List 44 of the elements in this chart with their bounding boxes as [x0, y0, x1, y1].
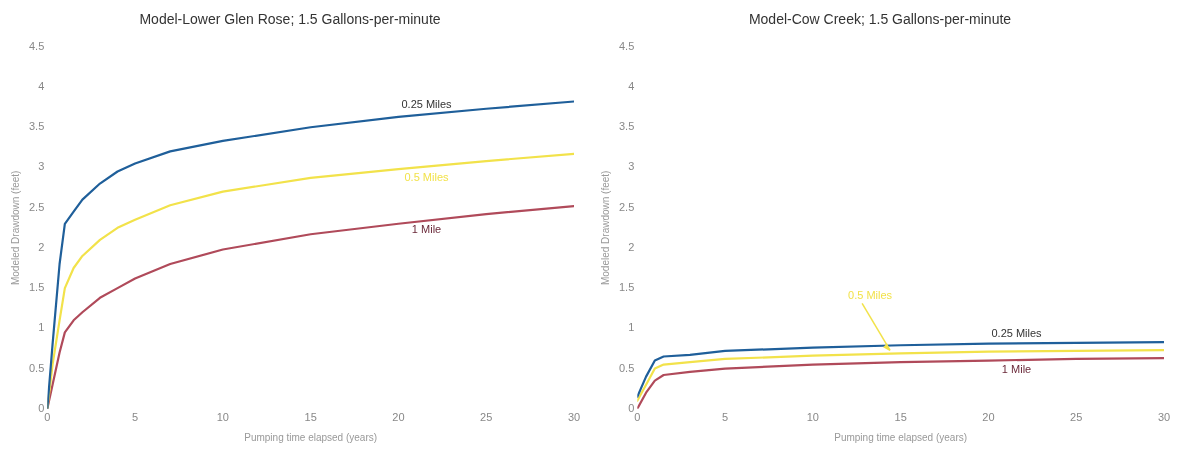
y-tick-label: 2 — [38, 240, 45, 253]
chart-title: Model-Cow Creek; 1.5 Gallons-per-minute — [748, 11, 1012, 28]
x-tick-label: 25 — [1070, 411, 1083, 424]
y-tick-label: 4 — [38, 80, 45, 93]
y-tick-label: 1 — [38, 321, 45, 334]
series-label: 1 Mile — [411, 223, 442, 236]
x-tick-label: 5 — [132, 411, 139, 424]
x-tick-label: 30 — [567, 411, 581, 424]
y-tick-label: 1.5 — [28, 281, 45, 294]
y-tick-label: 1 — [628, 321, 635, 334]
x-tick-label: 25 — [480, 411, 493, 424]
series-label: 0.5 Miles — [404, 171, 450, 184]
x-tick-label: 10 — [216, 411, 229, 424]
series-label: 0.25 Miles — [401, 97, 453, 110]
x-axis-title: Pumping time elapsed (years) — [834, 431, 968, 443]
x-tick-label: 10 — [806, 411, 819, 424]
y-tick-label: 0.5 — [28, 361, 45, 374]
x-tick-label: 15 — [894, 411, 907, 424]
y-tick-label: 2.5 — [618, 200, 635, 213]
series-label: 1 Mile — [1001, 362, 1032, 375]
y-tick-label: 3 — [38, 160, 45, 173]
x-tick-label: 30 — [1157, 411, 1171, 424]
x-tick-label: 15 — [304, 411, 317, 424]
y-tick-label: 2 — [628, 240, 635, 253]
text: 0.5 Miles — [848, 288, 893, 301]
y-tick-label: 3.5 — [618, 120, 635, 133]
chart-title: Model-Lower Glen Rose; 1.5 Gallons-per-minute — [139, 11, 441, 28]
y-tick-label: 0.5 — [618, 361, 635, 374]
x-tick-label: 20 — [392, 411, 405, 424]
series-label: 0.25 Miles — [991, 326, 1043, 339]
x-tick-label: 20 — [982, 411, 995, 424]
y-tick-label: 3.5 — [28, 120, 45, 133]
x-axis-title: Pumping time elapsed (years) — [244, 431, 378, 443]
y-tick-label: 1.5 — [618, 281, 635, 294]
y-tick-label: 0 — [628, 401, 635, 414]
y-axis-title: Modeled Drawdown (feet) — [9, 170, 21, 286]
y-tick-label: 4.5 — [28, 39, 45, 52]
y-tick-label: 4 — [628, 80, 635, 93]
x-tick-label: 5 — [722, 411, 729, 424]
y-axis-title: Modeled Drawdown (feet) — [599, 170, 611, 286]
y-tick-label: 4.5 — [618, 39, 635, 52]
y-tick-label: 0 — [38, 401, 45, 414]
y-tick-label: 2.5 — [28, 200, 45, 213]
y-tick-label: 3 — [628, 160, 635, 173]
